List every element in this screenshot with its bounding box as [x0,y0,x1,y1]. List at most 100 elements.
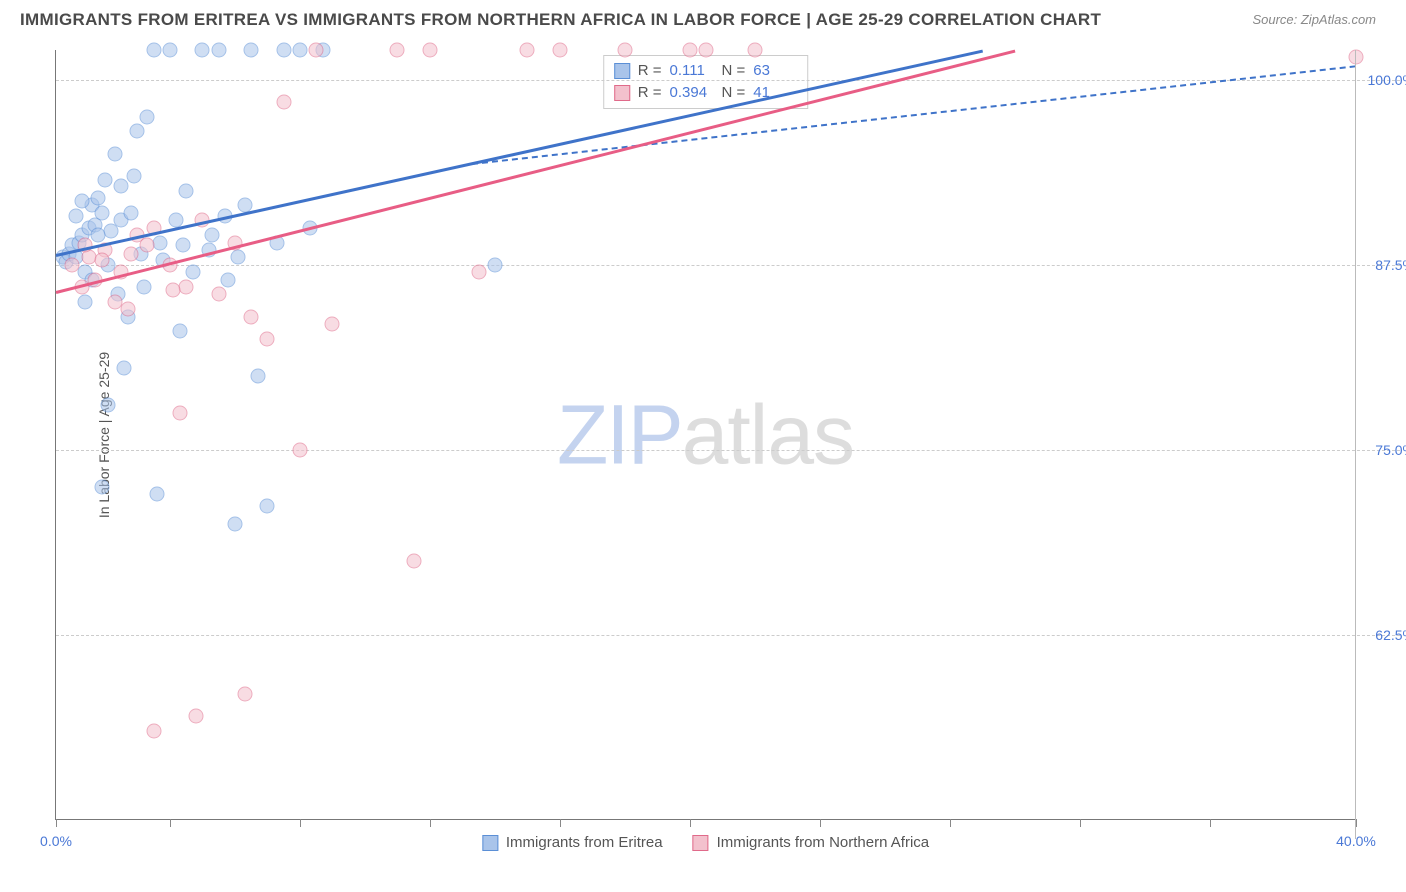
data-point [276,94,291,109]
trend-line [56,50,1015,294]
data-point [552,43,567,58]
y-tick-label: 100.0% [1368,72,1406,88]
swatch-eritrea [614,63,630,79]
data-point [91,228,106,243]
y-tick-label: 87.5% [1375,257,1406,273]
data-point [78,294,93,309]
data-point [205,228,220,243]
data-point [136,279,151,294]
data-point [94,205,109,220]
data-point [406,553,421,568]
data-point [276,43,291,58]
x-tick [1080,819,1081,827]
data-point [244,43,259,58]
data-point [292,442,307,457]
swatch-nafrica [614,85,630,101]
chart-title: IMMIGRANTS FROM ERITREA VS IMMIGRANTS FR… [20,10,1101,29]
data-point [146,724,161,739]
data-point [237,687,252,702]
correlation-chart: In Labor Force | Age 25-29 ZIPatlas R = … [55,50,1355,820]
data-point [153,235,168,250]
data-point [185,265,200,280]
data-point [162,43,177,58]
data-point [231,250,246,265]
data-point [179,279,194,294]
data-point [747,43,762,58]
data-point [146,43,161,58]
y-tick-label: 75.0% [1375,442,1406,458]
data-point [221,272,236,287]
data-point [117,361,132,376]
data-point [188,709,203,724]
data-point [91,191,106,206]
data-point [487,257,502,272]
data-point [101,398,116,413]
data-point [699,43,714,58]
x-tick [820,819,821,827]
x-tick [430,819,431,827]
data-point [114,179,129,194]
data-point [65,257,80,272]
data-point [172,324,187,339]
data-point [309,43,324,58]
data-point [292,43,307,58]
data-point [260,499,275,514]
x-tick [170,819,171,827]
gridline [56,635,1400,636]
data-point [175,238,190,253]
x-tick [1356,819,1357,827]
stats-row-nafrica: R = 0.394 N = 41 [614,82,798,104]
data-point [260,331,275,346]
legend-swatch-nafrica [693,835,709,851]
data-point [130,124,145,139]
data-point [107,146,122,161]
data-point [94,479,109,494]
data-point [179,183,194,198]
x-tick [56,819,57,827]
data-point [325,316,340,331]
data-point [120,302,135,317]
data-point [94,253,109,268]
data-point [172,405,187,420]
data-point [211,43,226,58]
gridline [56,450,1400,451]
data-point [97,173,112,188]
legend-item-eritrea: Immigrants from Eritrea [482,834,663,851]
data-point [140,109,155,124]
legend-item-nafrica: Immigrants from Northern Africa [693,834,930,851]
data-point [166,282,181,297]
data-point [682,43,697,58]
data-point [75,194,90,209]
data-point [390,43,405,58]
data-point [1349,50,1364,65]
gridline [56,80,1400,81]
data-point [520,43,535,58]
data-point [140,238,155,253]
legend-swatch-eritrea [482,835,498,851]
stats-legend: R = 0.111 N = 63 R = 0.394 N = 41 [603,55,809,109]
x-tick [560,819,561,827]
y-tick-label: 62.5% [1375,627,1406,643]
data-point [422,43,437,58]
data-point [244,309,259,324]
watermark: ZIPatlas [557,386,854,483]
x-tick-label: 0.0% [40,833,72,849]
data-point [123,247,138,262]
data-point [68,208,83,223]
data-point [195,43,210,58]
source-attribution: Source: ZipAtlas.com [1252,12,1376,27]
data-point [227,516,242,531]
data-point [127,168,142,183]
data-point [211,287,226,302]
data-point [123,205,138,220]
x-tick [300,819,301,827]
x-tick [690,819,691,827]
data-point [250,368,265,383]
trend-line [56,50,983,257]
data-point [617,43,632,58]
data-point [471,265,486,280]
x-tick [1210,819,1211,827]
gridline [56,265,1400,266]
data-point [149,487,164,502]
x-tick-label: 40.0% [1336,833,1376,849]
